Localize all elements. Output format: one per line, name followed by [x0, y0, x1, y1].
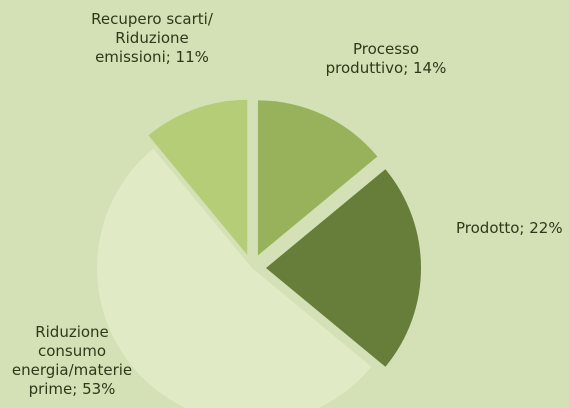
- label-recupero-scarti: Recupero scarti/ Riduzione emissioni; 11…: [91, 10, 213, 66]
- label-riduzione-consumo: Riduzione consumo energia/materie prime;…: [11, 323, 133, 398]
- label-processo-produttivo: Processo produttivo; 14%: [325, 40, 447, 77]
- pie-slice-recupero-scarti-riduzione-emissioni: [148, 99, 248, 255]
- pie-slice-riduzione-consumo-energia-materie-prime: [97, 148, 372, 408]
- pie-slice-prodotto: [266, 169, 421, 367]
- pie-slice-processo-produttivo: [257, 100, 378, 256]
- label-prodotto: Prodotto; 22%: [456, 219, 563, 237]
